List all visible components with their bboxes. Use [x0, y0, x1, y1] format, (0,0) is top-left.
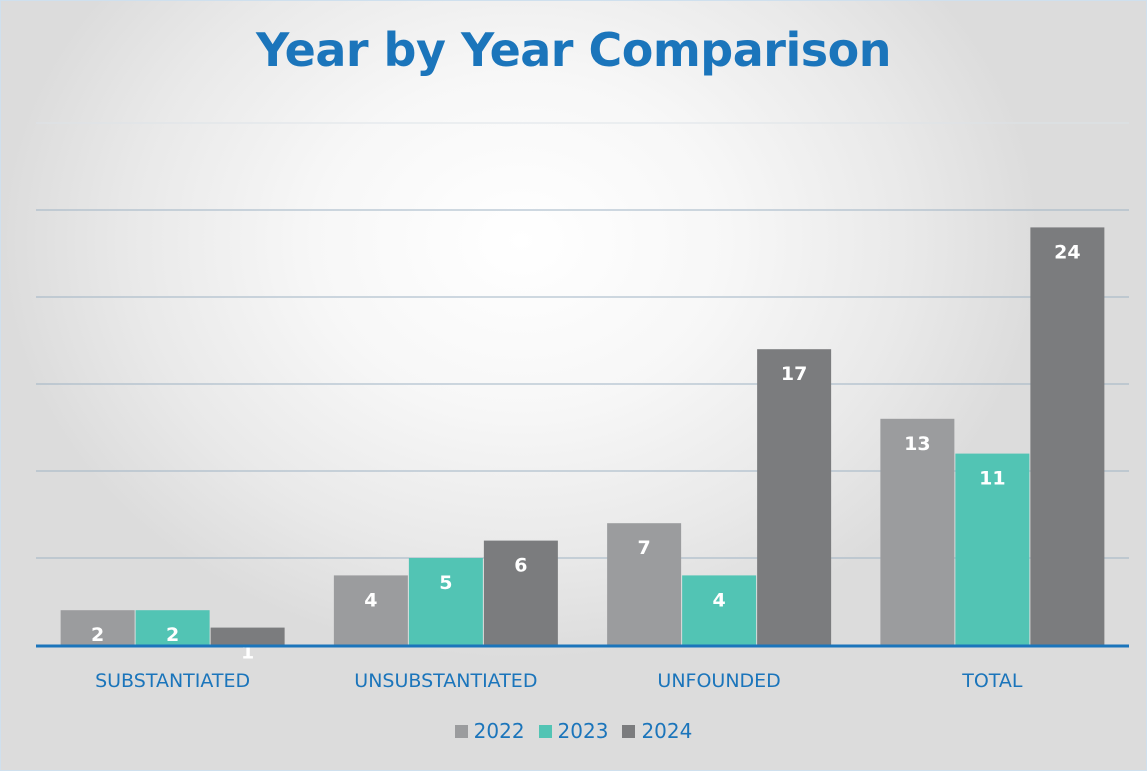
bar-2022-unsubstantiated [333, 575, 408, 645]
data-label: 17 [781, 363, 807, 385]
bar-2022-substantiated [60, 610, 135, 645]
legend-label: 2022 [473, 719, 525, 743]
data-label: 7 [638, 537, 651, 559]
bar-2023-unfounded [682, 575, 757, 645]
data-label: 24 [1054, 241, 1080, 263]
legend-swatch [622, 724, 636, 738]
bar-2024-total [1030, 227, 1105, 645]
category-label: UNSUBSTANTIATED [354, 670, 537, 692]
category-label: SUBSTANTIATED [95, 670, 250, 692]
data-label: 2 [166, 624, 179, 646]
bar-2022-total [880, 418, 955, 645]
data-label: 4 [713, 589, 726, 611]
legend-swatch [538, 724, 552, 738]
data-label: 4 [364, 589, 377, 611]
legend-label: 2024 [641, 719, 693, 743]
bar-2024-substantiated [210, 627, 285, 645]
legend-label: 2023 [557, 719, 609, 743]
bar-2023-substantiated [135, 610, 210, 645]
chart-title: Year by Year Comparison [256, 23, 891, 77]
bar-2022-unfounded [607, 523, 682, 645]
legend-item-2022: 2022 [454, 719, 525, 743]
bar-2023-total [955, 453, 1030, 645]
chart-legend: 2022 2023 2024 [1, 719, 1146, 743]
legend-item-2024: 2024 [622, 719, 692, 743]
category-label: UNFOUNDED [657, 670, 780, 692]
data-label: 11 [979, 468, 1005, 490]
data-label: 6 [514, 555, 527, 577]
data-label: 5 [439, 572, 452, 594]
legend-swatch [454, 724, 468, 738]
category-label: TOTAL [961, 670, 1023, 692]
data-label: 2 [91, 624, 104, 646]
data-label: 13 [904, 433, 930, 455]
legend-item-2023: 2023 [538, 719, 609, 743]
bar-2023-unsubstantiated [408, 558, 483, 645]
bar-2024-unsubstantiated [483, 540, 558, 645]
bar-2024-unfounded [757, 349, 832, 645]
